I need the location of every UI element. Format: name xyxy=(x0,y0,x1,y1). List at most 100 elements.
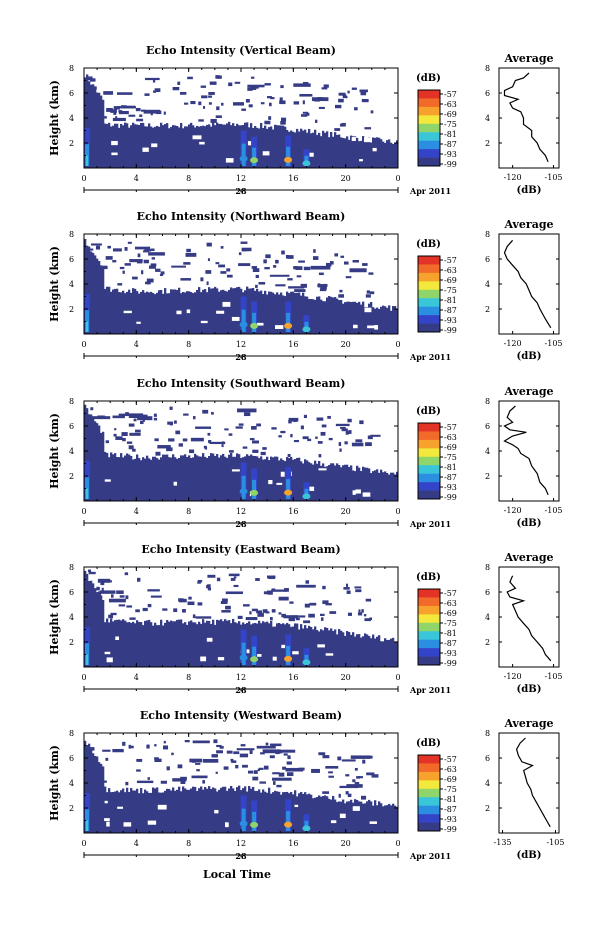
echo-column xyxy=(136,124,139,168)
echo-column xyxy=(184,292,187,334)
y-tick-label: 6 xyxy=(69,255,74,264)
echo-column xyxy=(86,245,89,334)
echo-speckle xyxy=(319,613,325,616)
echo-column xyxy=(162,454,165,501)
echo-column xyxy=(204,456,207,501)
echo-speckle xyxy=(318,272,324,276)
echo-column xyxy=(238,125,241,168)
echo-speckle xyxy=(303,266,311,271)
echo-column xyxy=(146,126,149,168)
echo-speckle xyxy=(296,275,302,278)
echo-speckle xyxy=(201,95,208,99)
echo-gap xyxy=(275,325,284,330)
echo-speckle xyxy=(119,266,125,270)
echo-speckle xyxy=(180,780,186,784)
echo-column xyxy=(392,637,395,667)
echo-speckle xyxy=(208,91,215,95)
echo-speckle xyxy=(345,95,348,99)
colorbar-swatch xyxy=(418,157,440,167)
echo-gap xyxy=(367,325,376,329)
echo-column xyxy=(322,630,325,667)
echo-speckle xyxy=(252,776,259,781)
echo-speckle xyxy=(223,766,229,770)
echo-column xyxy=(146,620,149,667)
echo-speckle xyxy=(276,784,282,788)
echo-speckle xyxy=(265,611,270,614)
echo-speckle xyxy=(150,248,155,252)
echo-speckle xyxy=(129,617,136,620)
echo-speckle xyxy=(136,118,144,122)
echo-column xyxy=(360,801,363,833)
colorbar-label: -75 xyxy=(444,619,457,628)
echo-speckle xyxy=(228,433,233,436)
echo-gap xyxy=(104,651,111,655)
echo-speckle xyxy=(213,739,218,744)
echo-column xyxy=(186,624,189,667)
echo-column xyxy=(228,289,231,334)
echo-column xyxy=(204,289,207,334)
echo-column xyxy=(270,126,273,168)
echo-column xyxy=(186,789,189,833)
echo-column xyxy=(178,619,181,667)
echo-column xyxy=(324,795,327,833)
echo-speckle xyxy=(302,100,305,105)
echo-speckle xyxy=(325,603,332,606)
echo-column xyxy=(202,789,205,833)
echo-speckle xyxy=(325,766,339,769)
echo-speckle xyxy=(196,769,200,772)
echo-speckle xyxy=(260,102,265,105)
echo-column xyxy=(360,140,363,168)
echo-column xyxy=(280,292,283,334)
echo-column xyxy=(326,627,329,667)
echo-speckle xyxy=(286,772,294,777)
echo-speckle xyxy=(279,97,283,101)
echo-speckle xyxy=(206,281,209,286)
echo-column xyxy=(298,793,301,833)
echo-column xyxy=(322,795,325,833)
echo-speckle xyxy=(283,753,288,756)
echo-column xyxy=(388,139,391,168)
echo-column xyxy=(118,127,121,168)
echo-speckle xyxy=(118,413,128,416)
echo-speckle xyxy=(271,427,277,430)
echo-column xyxy=(136,620,139,667)
echo-column xyxy=(116,288,119,334)
echo-speckle xyxy=(338,793,341,798)
echo-column xyxy=(300,128,303,168)
echo-gap xyxy=(359,159,363,162)
echo-column xyxy=(200,786,203,833)
profile-title: Average xyxy=(503,717,553,730)
echo-column xyxy=(200,456,203,501)
echo-speckle xyxy=(203,445,207,449)
echo-column xyxy=(368,303,371,334)
profile-x-label: (dB) xyxy=(517,850,542,861)
y-tick-label: 4 xyxy=(69,280,74,289)
echo-speckle xyxy=(108,598,126,603)
echo-speckle xyxy=(154,744,157,747)
echo-column xyxy=(352,136,355,168)
echo-column xyxy=(88,246,91,334)
echo-gap xyxy=(307,486,315,491)
profile-title: Average xyxy=(503,385,553,398)
colorbar-label: -57 xyxy=(444,423,457,432)
profile-y-tick-label: 4 xyxy=(485,613,490,622)
echo-column xyxy=(272,792,275,833)
echo-speckle xyxy=(102,265,108,270)
echo-speckle xyxy=(84,769,98,772)
echo-column xyxy=(204,787,207,833)
echo-column xyxy=(370,142,373,168)
echo-gap xyxy=(231,316,240,321)
echo-column xyxy=(110,126,113,168)
profile-y-tick-label: 4 xyxy=(485,114,490,123)
echo-speckle xyxy=(228,82,233,87)
echo-speckle xyxy=(211,754,218,758)
echo-column xyxy=(196,290,199,334)
echo-column xyxy=(378,309,381,334)
echo-column xyxy=(302,793,305,833)
echo-speckle xyxy=(171,752,174,756)
echo-column xyxy=(348,801,351,833)
echo-speckle xyxy=(248,770,254,774)
echo-speckle xyxy=(319,288,327,292)
echo-column xyxy=(264,459,267,501)
echo-gap xyxy=(200,320,208,324)
